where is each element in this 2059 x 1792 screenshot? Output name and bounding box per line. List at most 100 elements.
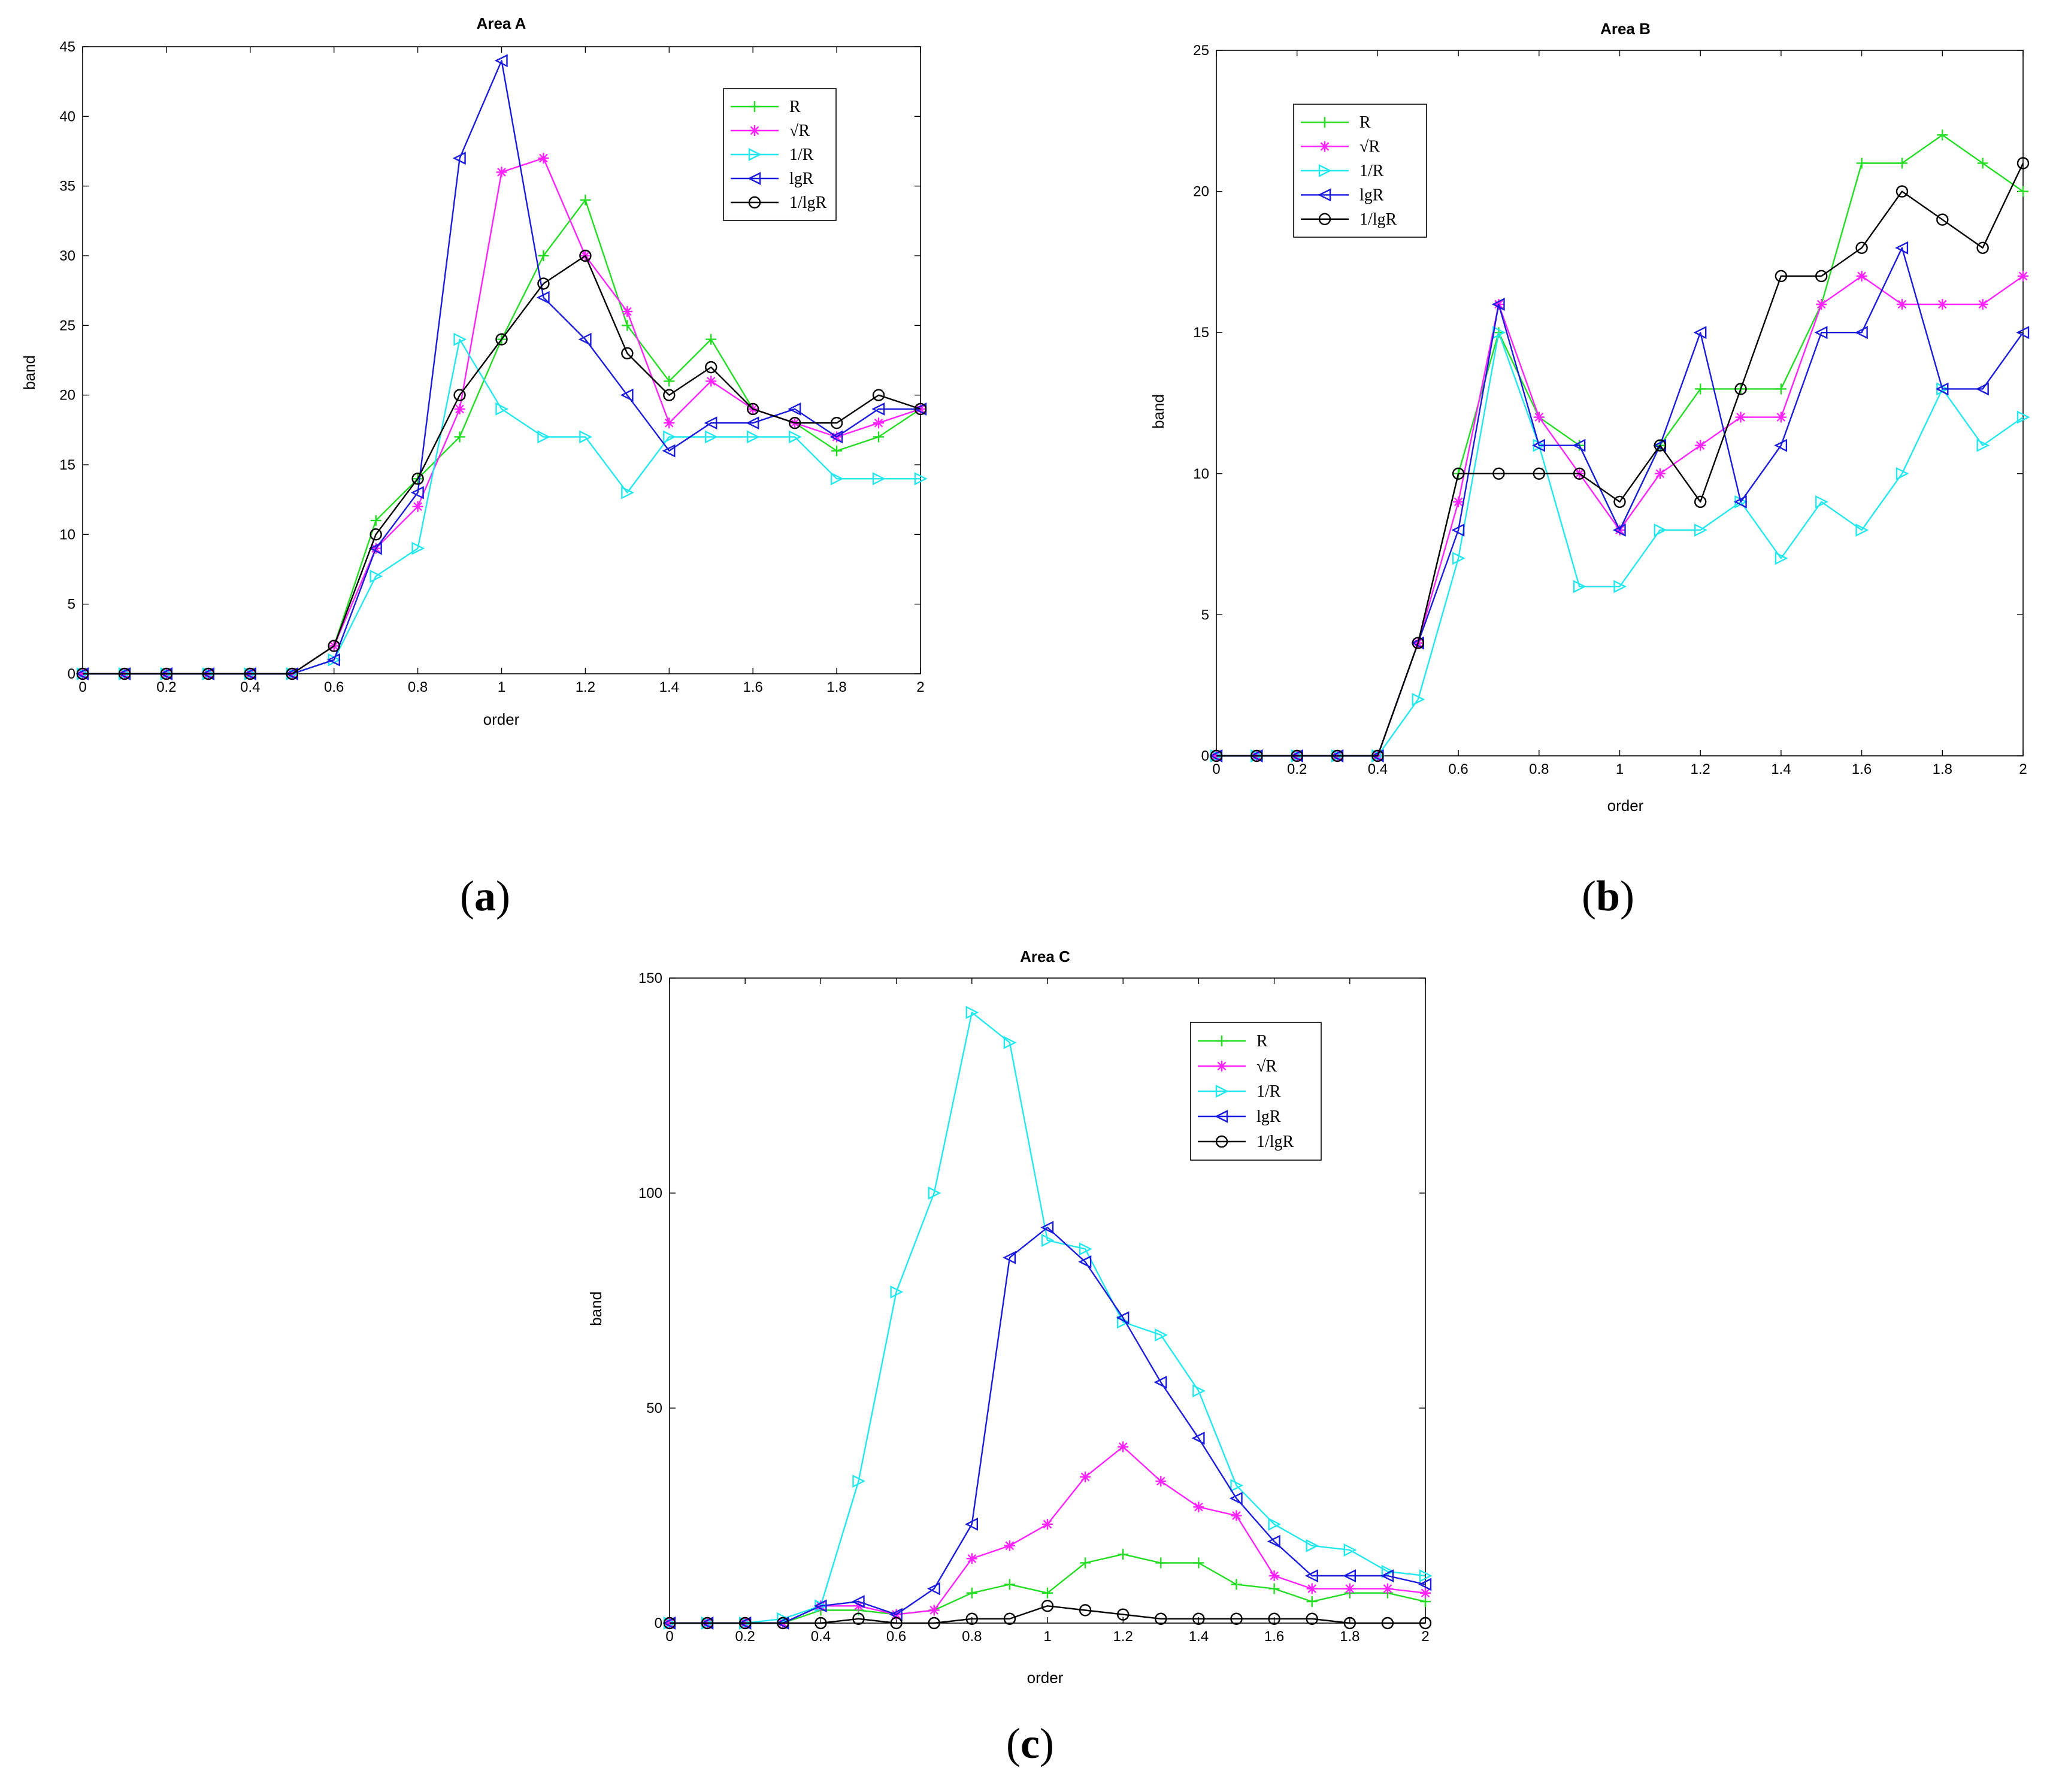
panel-label-open: ( [1582, 872, 1596, 920]
data-point [1420, 1587, 1431, 1599]
data-point [578, 332, 592, 346]
data-point [2016, 326, 2030, 340]
data-point [1306, 1596, 1318, 1608]
data-point [579, 430, 593, 444]
x-tick-label: 0 [78, 679, 86, 695]
data-point [1380, 1569, 1394, 1582]
legend-label: lgR [1256, 1107, 1281, 1126]
data-point [851, 1595, 865, 1609]
data-point [1382, 1583, 1393, 1594]
data-point [537, 430, 551, 444]
data-point [872, 472, 886, 486]
data-point [160, 667, 173, 680]
data-point [829, 430, 843, 444]
legend-marker [1215, 1110, 1228, 1123]
data-point [1733, 495, 1747, 508]
y-axis-label: band [587, 1291, 605, 1326]
y-tick-label: 20 [1193, 184, 1209, 200]
data-point [1855, 241, 1868, 255]
data-point [1118, 1549, 1129, 1560]
x-axis-label: order [1607, 797, 1644, 815]
legend-item: √R [731, 122, 810, 140]
data-point [914, 472, 928, 486]
data-point [537, 277, 550, 290]
y-tick-label: 10 [1193, 466, 1209, 482]
data-point [494, 54, 508, 68]
x-tick-label: 1.8 [1933, 761, 1952, 777]
legend-item: √R [1198, 1057, 1277, 1076]
data-point [1041, 1600, 1054, 1612]
x-tick-label: 2 [916, 679, 924, 695]
data-point [746, 402, 759, 416]
legend-marker [1216, 1036, 1227, 1046]
data-point [1573, 580, 1586, 594]
chart-area-c: Area C order band 0 0.2 0.4 0.6 0.8 1 1.2 1.4 1.… [587, 948, 1433, 1687]
y-tick-label: 30 [59, 248, 75, 264]
data-point [872, 389, 885, 401]
legend-marker [747, 172, 761, 185]
data-point [663, 389, 676, 401]
data-point [1343, 1617, 1356, 1630]
x-tick-label: 0.6 [1448, 761, 1468, 777]
data-point [1694, 523, 1707, 537]
data-point [1775, 383, 1787, 395]
data-point [1306, 1583, 1318, 1594]
data-point [1078, 1255, 1092, 1269]
data-point [1231, 1579, 1242, 1590]
data-point [1193, 1502, 1204, 1513]
data-point [1855, 523, 1869, 537]
panel-label-a: (a) [460, 872, 510, 920]
data-point [538, 153, 549, 164]
data-point [370, 570, 383, 583]
data-point [664, 376, 675, 387]
data-point [1192, 1384, 1206, 1398]
x-tick-label: 0.8 [408, 679, 428, 695]
panel-label-open: ( [1006, 1720, 1021, 1767]
y-axis-label: band [1149, 394, 1167, 429]
y-axis-label: band [20, 355, 38, 390]
data-point [1896, 299, 1907, 310]
chart-area-a: Area A order band 0 0.2 0.4 0.6 0.8 1 1.2 1.4 1.… [20, 14, 928, 728]
data-point [1975, 382, 1989, 396]
data-point [1268, 1583, 1280, 1594]
legend-marker [748, 148, 762, 161]
data-point [1192, 1612, 1205, 1625]
data-point [1419, 1617, 1432, 1630]
data-point [1977, 299, 1988, 310]
legend-marker [1318, 213, 1331, 225]
data-point [1116, 1608, 1130, 1621]
data-point [1935, 382, 1949, 396]
data-point [454, 403, 465, 414]
legend-marker [1216, 1061, 1227, 1071]
data-point [1230, 1479, 1244, 1493]
data-point [927, 1582, 940, 1596]
data-point [496, 167, 507, 178]
legend-label: 1/R [789, 146, 814, 164]
data-point [928, 1617, 940, 1630]
legend-marker [749, 125, 760, 136]
data-point [1572, 438, 1586, 452]
data-point [1003, 1251, 1016, 1264]
data-point [454, 431, 465, 443]
data-point [663, 1617, 676, 1630]
legend-label: 1/lgR [789, 193, 827, 212]
x-tick-label: 0.4 [811, 1628, 831, 1645]
data-point [852, 1612, 865, 1625]
data-point [830, 472, 844, 486]
y-tick-label: 50 [646, 1400, 662, 1416]
data-point [777, 1617, 789, 1630]
data-point [536, 290, 550, 304]
data-point [1735, 411, 1746, 423]
panel-label-letter: c [1021, 1720, 1040, 1767]
y-tick-label: 10 [59, 526, 75, 543]
data-point [452, 152, 466, 165]
data-point [1533, 467, 1546, 480]
y-tick-label: 100 [638, 1185, 662, 1201]
series-1 [77, 194, 926, 679]
data-point [622, 306, 633, 317]
data-point [1492, 467, 1505, 480]
y-tick-label: 35 [59, 178, 75, 195]
data-point [1533, 411, 1545, 423]
x-tick-label: 1.2 [1691, 761, 1710, 777]
legend-item: 1/lgR [1301, 210, 1397, 229]
